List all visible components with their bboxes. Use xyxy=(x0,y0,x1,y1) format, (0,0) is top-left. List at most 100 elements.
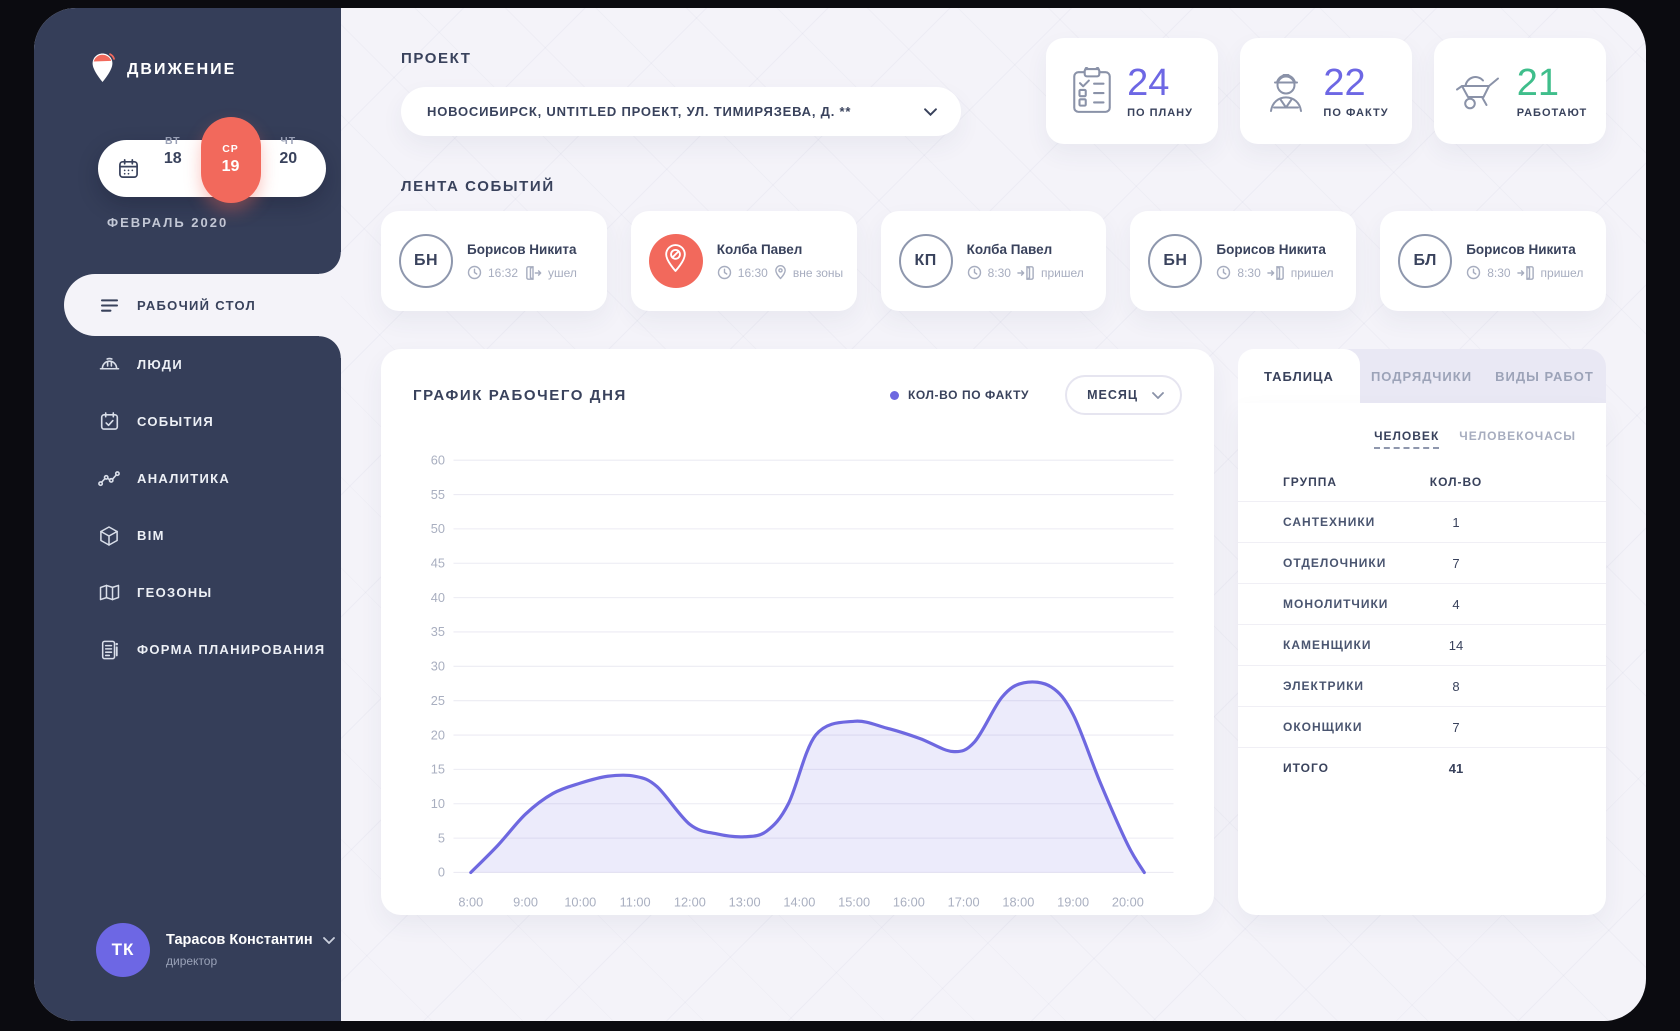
user-menu[interactable]: ТК Тарасов Константин директор xyxy=(96,923,335,977)
event-person-name: Борисов Никита xyxy=(467,241,577,257)
svg-text:18:00: 18:00 xyxy=(1002,895,1034,910)
events-feed: БН Борисов Никита 16:32 ушел Колба Павел… xyxy=(381,211,1606,311)
chart-title: ГРАФИК РАБОЧЕГО ДНЯ xyxy=(413,386,627,404)
sidebar-item-analytics[interactable]: АНАЛИТИКА xyxy=(34,450,341,507)
event-time: 8:30 xyxy=(1237,265,1261,280)
legend-dot xyxy=(889,390,899,400)
day-number: 19 xyxy=(221,158,240,175)
sidebar-item-geozones[interactable]: ГЕОЗОНЫ xyxy=(34,564,341,621)
stat-value: 22 xyxy=(1323,61,1366,104)
sidebar-item-label: СОБЫТИЯ xyxy=(137,414,214,429)
sidebar-menu: РАБОЧИЙ СТОЛ ЛЮДИ СОБЫТИЯ АНАЛИТИКА BIM … xyxy=(34,252,341,678)
event-action: пришел xyxy=(1290,265,1334,280)
event-avatar: БН xyxy=(399,234,453,288)
door-enter-icon xyxy=(1017,265,1035,281)
event-person-name: Борисов Никита xyxy=(1466,241,1576,257)
column-header-count: КОЛ-ВО xyxy=(1429,475,1483,489)
user-name: Тарасов Константин xyxy=(166,932,313,948)
event-avatar xyxy=(648,234,703,288)
groups-table: САНТЕХНИКИ 1 ОТДЕЛОЧНИКИ 7 МОНОЛИТЧИКИ 4… xyxy=(1238,501,1606,788)
event-card[interactable]: Колба Павел 16:30 вне зоны xyxy=(630,211,857,311)
document-lines-icon xyxy=(98,640,120,660)
svg-text:10:00: 10:00 xyxy=(564,895,596,910)
svg-text:14:00: 14:00 xyxy=(783,895,815,910)
worker-icon xyxy=(1263,68,1309,114)
sidebar-item-events[interactable]: СОБЫТИЯ xyxy=(34,393,341,450)
project-select[interactable]: НОВОСИБИРСК, UNTITLED ПРОЕКТ, УЛ. ТИМИРЯ… xyxy=(401,87,961,136)
cube-icon xyxy=(98,525,120,546)
clock-icon xyxy=(717,265,732,280)
calendar-day-19[interactable]: СР 19 xyxy=(200,116,261,203)
tab-подрядчики[interactable]: ПОДРЯДЧИКИ xyxy=(1370,368,1473,384)
stat-label: РАБОТАЮТ xyxy=(1516,106,1588,119)
event-avatar: БН xyxy=(1148,234,1203,288)
event-person-name: Колба Павел xyxy=(966,241,1053,257)
working-day-chart: 0 5 10 15 20 25 30 35 40 45 50 55 60 8:00 9:00 10:00 11:… xyxy=(413,423,1182,917)
sidebar-item-label: РАБОЧИЙ СТОЛ xyxy=(137,297,256,313)
svg-text:60: 60 xyxy=(431,452,445,467)
svg-text:40: 40 xyxy=(431,590,445,605)
svg-text:13:00: 13:00 xyxy=(729,895,761,910)
chevron-down-icon xyxy=(1152,391,1164,399)
table-row: САНТЕХНИКИ 1 xyxy=(1238,501,1606,542)
table-row: МОНОЛИТЧИКИ 4 xyxy=(1238,583,1606,624)
event-time: 16:32 xyxy=(488,265,519,280)
sidebar-item-bim[interactable]: BIM xyxy=(34,507,341,564)
column-header-group: ГРУППА xyxy=(1283,475,1338,489)
stats-cards: 24 ПО ПЛАНУ 22 ПО ФАКТУ 21 РАБОТАЮТ xyxy=(1046,38,1606,144)
project-select-value: НОВОСИБИРСК, UNTITLED ПРОЕКТ, УЛ. ТИМИРЯ… xyxy=(427,104,852,119)
calendar-day-18[interactable]: ВТ 18 xyxy=(145,135,201,203)
event-card[interactable]: БН Борисов Никита 16:32 ушел xyxy=(381,211,607,311)
event-action: ушел xyxy=(548,265,577,280)
unit-toggle-option[interactable]: ЧЕЛОВЕК xyxy=(1374,429,1440,449)
period-select[interactable]: МЕСЯЦ xyxy=(1065,375,1182,415)
tab-таблица[interactable]: ТАБЛИЦА xyxy=(1238,349,1360,403)
sidebar-item-label: АНАЛИТИКА xyxy=(137,471,231,486)
svg-text:12:00: 12:00 xyxy=(674,895,706,910)
calendar-day-20[interactable]: ЧТ 20 xyxy=(261,135,317,203)
clock-icon xyxy=(467,265,482,280)
groups-panel: ТАБЛИЦА ПОДРЯДЧИКИ ВИДЫ РАБОТ ЧЕЛОВЕК ЧЕЛОВ… xyxy=(1238,349,1606,915)
logo-pin-hardhat-icon xyxy=(89,52,116,88)
event-person-name: Борисов Никита xyxy=(1216,241,1326,257)
calendar-check-icon xyxy=(98,412,120,431)
project-label: ПРОЕКТ xyxy=(401,50,472,67)
svg-text:11:00: 11:00 xyxy=(620,895,651,910)
line-chart-icon xyxy=(98,470,120,487)
app-logo: ДВИЖЕНИЕ xyxy=(89,52,341,88)
event-action: пришел xyxy=(1040,265,1084,280)
period-select-value: МЕСЯЦ xyxy=(1087,388,1138,402)
event-card[interactable]: БН Борисов Никита 8:30 пришел xyxy=(1130,211,1357,311)
sidebar-item-desktop[interactable]: РАБОЧИЙ СТОЛ xyxy=(64,252,341,358)
clock-icon xyxy=(967,265,982,280)
sidebar-item-people[interactable]: ЛЮДИ xyxy=(34,336,341,393)
svg-text:0: 0 xyxy=(438,865,445,880)
table-row: КАМЕНЩИКИ 14 xyxy=(1238,624,1606,665)
map-icon xyxy=(98,584,120,601)
main-content: ПРОЕКТ НОВОСИБИРСК, UNTITLED ПРОЕКТ, УЛ.… xyxy=(341,8,1646,1021)
svg-text:25: 25 xyxy=(431,693,445,708)
clock-icon xyxy=(1466,265,1481,280)
date-switcher-days: ВТ 18 СР 19 ЧТ 20 xyxy=(145,116,317,203)
chevron-down-icon xyxy=(924,107,937,116)
clock-icon xyxy=(1216,265,1231,280)
sidebar-item-planning[interactable]: ФОРМА ПЛАНИРОВАНИЯ xyxy=(34,621,341,678)
svg-text:19:00: 19:00 xyxy=(1057,895,1089,910)
sidebar-item-label: ГЕОЗОНЫ xyxy=(137,585,213,600)
wheelbarrow-icon xyxy=(1453,70,1503,112)
svg-text:20:00: 20:00 xyxy=(1112,895,1144,910)
event-time: 8:30 xyxy=(1487,265,1511,280)
month-label: ФЕВРАЛЬ 2020 xyxy=(107,215,229,230)
chart-legend: КОЛ-ВО ПО ФАКТУ xyxy=(889,388,1029,402)
svg-text:15:00: 15:00 xyxy=(838,895,870,910)
chevron-down-icon[interactable] xyxy=(322,932,335,948)
svg-text:55: 55 xyxy=(431,487,445,502)
stat-label: ПО ПЛАНУ xyxy=(1127,106,1193,119)
event-card[interactable]: КП Колба Павел 8:30 пришел xyxy=(880,211,1107,311)
unit-toggle-option[interactable]: ЧЕЛОВЕКОЧАСЫ xyxy=(1459,429,1576,443)
tab-виды-работ[interactable]: ВИДЫ РАБОТ xyxy=(1495,368,1594,384)
event-card[interactable]: БЛ Борисов Никита 8:30 пришел xyxy=(1380,211,1606,311)
door-enter-icon xyxy=(1516,265,1535,281)
event-time: 16:30 xyxy=(737,265,768,280)
svg-text:16:00: 16:00 xyxy=(893,895,925,910)
